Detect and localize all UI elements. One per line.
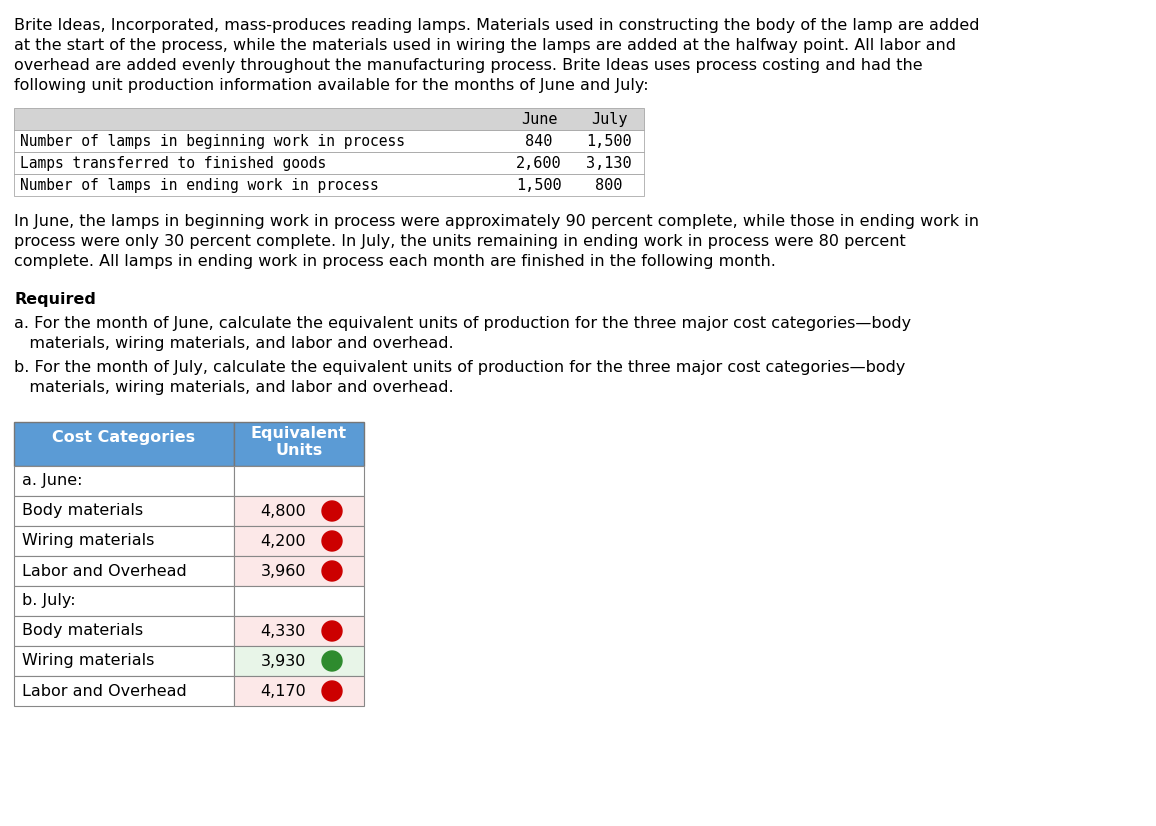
Text: process were only 30 percent complete. In July, the units remaining in ending wo: process were only 30 percent complete. I… xyxy=(14,234,906,249)
Text: 840: 840 xyxy=(525,134,553,149)
Text: ✘: ✘ xyxy=(327,685,338,697)
Text: Body materials: Body materials xyxy=(22,624,143,638)
Text: Labor and Overhead: Labor and Overhead xyxy=(22,563,187,578)
Text: complete. All lamps in ending work in process each month are finished in the fol: complete. All lamps in ending work in pr… xyxy=(14,254,776,269)
Circle shape xyxy=(323,651,342,671)
Text: 1,500: 1,500 xyxy=(586,134,632,149)
Bar xyxy=(234,616,364,646)
Bar xyxy=(14,586,234,616)
Text: 3,130: 3,130 xyxy=(586,156,632,171)
Bar xyxy=(14,422,234,466)
Text: materials, wiring materials, and labor and overhead.: materials, wiring materials, and labor a… xyxy=(14,380,453,395)
Text: 4,170: 4,170 xyxy=(260,683,306,699)
Text: at the start of the process, while the materials used in wiring the lamps are ad: at the start of the process, while the m… xyxy=(14,38,956,53)
Text: a. June:: a. June: xyxy=(22,473,82,488)
Bar xyxy=(14,466,234,496)
Text: Number of lamps in beginning work in process: Number of lamps in beginning work in pro… xyxy=(20,134,405,149)
Circle shape xyxy=(323,681,342,701)
Bar xyxy=(234,466,364,496)
Text: Brite Ideas, Incorporated, mass-produces reading lamps. Materials used in constr: Brite Ideas, Incorporated, mass-produces… xyxy=(14,18,979,33)
Circle shape xyxy=(323,561,342,581)
Circle shape xyxy=(323,531,342,551)
Text: Wiring materials: Wiring materials xyxy=(22,653,155,668)
Text: In June, the lamps in beginning work in process were approximately 90 percent co: In June, the lamps in beginning work in … xyxy=(14,214,979,229)
Text: 800: 800 xyxy=(595,178,623,193)
Text: Labor and Overhead: Labor and Overhead xyxy=(22,683,187,699)
Text: materials, wiring materials, and labor and overhead.: materials, wiring materials, and labor a… xyxy=(14,336,453,351)
Text: ✘: ✘ xyxy=(327,505,338,518)
Text: 3,930: 3,930 xyxy=(260,653,306,668)
Text: Equivalent
Units: Equivalent Units xyxy=(251,426,347,458)
Text: July: July xyxy=(591,112,628,127)
Text: ✘: ✘ xyxy=(327,534,338,548)
Circle shape xyxy=(323,621,342,641)
Text: 3,960: 3,960 xyxy=(260,563,306,578)
Bar xyxy=(234,586,364,616)
Text: 4,800: 4,800 xyxy=(260,504,306,519)
Text: Lamps transferred to finished goods: Lamps transferred to finished goods xyxy=(20,156,326,171)
Text: ✘: ✘ xyxy=(327,624,338,638)
Text: Required: Required xyxy=(14,292,96,307)
Text: Wiring materials: Wiring materials xyxy=(22,534,155,548)
Bar xyxy=(14,676,234,706)
Bar xyxy=(234,676,364,706)
Text: Cost Categories: Cost Categories xyxy=(52,430,195,445)
Text: June: June xyxy=(520,112,557,127)
Circle shape xyxy=(323,501,342,521)
Bar xyxy=(14,556,234,586)
Bar xyxy=(14,496,234,526)
Bar xyxy=(234,526,364,556)
Bar xyxy=(14,616,234,646)
Text: Number of lamps in ending work in process: Number of lamps in ending work in proces… xyxy=(20,178,379,193)
Text: 4,200: 4,200 xyxy=(260,534,306,548)
Text: 2,600: 2,600 xyxy=(517,156,562,171)
Text: overhead are added evenly throughout the manufacturing process. Brite Ideas uses: overhead are added evenly throughout the… xyxy=(14,58,922,73)
Text: ✔: ✔ xyxy=(327,654,338,667)
Bar xyxy=(234,422,364,466)
Bar xyxy=(14,646,234,676)
Text: b. For the month of July, calculate the equivalent units of production for the t: b. For the month of July, calculate the … xyxy=(14,360,905,375)
Text: ✘: ✘ xyxy=(327,564,338,577)
Bar xyxy=(14,174,644,196)
Text: 1,500: 1,500 xyxy=(517,178,562,193)
Bar xyxy=(14,526,234,556)
Bar xyxy=(234,556,364,586)
Bar xyxy=(234,496,364,526)
Text: b. July:: b. July: xyxy=(22,594,75,609)
Bar xyxy=(14,108,644,130)
Text: Body materials: Body materials xyxy=(22,504,143,519)
Bar xyxy=(14,152,644,174)
Bar xyxy=(234,646,364,676)
Bar xyxy=(14,130,644,152)
Text: a. For the month of June, calculate the equivalent units of production for the t: a. For the month of June, calculate the … xyxy=(14,316,911,331)
Text: 4,330: 4,330 xyxy=(260,624,306,638)
Text: following unit production information available for the months of June and July:: following unit production information av… xyxy=(14,78,649,93)
